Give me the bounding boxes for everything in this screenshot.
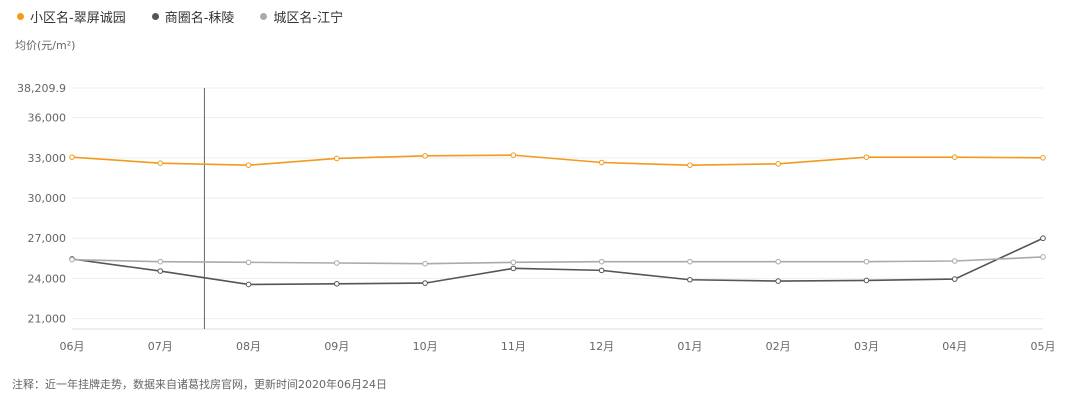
x-tick-label: 05月 (1031, 340, 1056, 353)
data-point (157, 268, 164, 274)
series-line-0 (71, 154, 1044, 166)
legend-item-district[interactable]: 城区名-江宁 (260, 7, 343, 26)
data-point (245, 281, 252, 288)
data-point (863, 277, 870, 284)
y-tick-label: 30,000 (28, 192, 67, 205)
x-tick-label: 08月 (236, 340, 261, 353)
series-line-2 (71, 256, 1044, 265)
data-point (863, 258, 870, 265)
y-tick-label: 33,000 (28, 152, 67, 165)
legend-dot-icon (17, 12, 24, 20)
data-point (1040, 155, 1046, 161)
legend-dot-icon (151, 12, 159, 20)
series-line-1 (71, 237, 1044, 286)
legend-label: 城区名-江宁 (273, 10, 344, 26)
data-point (951, 154, 958, 160)
data-point (334, 155, 340, 162)
footnote: 注释：近一年挂牌走势，数据来自诸葛找房官网，更新时间2020年06月24日 (12, 378, 387, 391)
y-tick-label: 38,209.9 (17, 82, 66, 95)
legend-dot-icon (260, 12, 268, 20)
data-point (687, 258, 693, 265)
y-tick-label: 21,000 (28, 313, 67, 326)
data-point (687, 162, 693, 168)
x-tick-label: 10月 (413, 340, 438, 353)
legend-item-community[interactable]: 小区名-翠屏诚园 (17, 7, 126, 26)
legend-label: 小区名-翠屏诚园 (30, 10, 126, 26)
data-point (951, 258, 958, 264)
data-point (334, 280, 340, 287)
y-tick-label: 24,000 (28, 272, 67, 285)
y-axis-unit-label: 均价(元/m²) (15, 39, 76, 52)
data-point (422, 260, 428, 267)
x-tick-label: 04月 (942, 340, 967, 353)
data-point (422, 153, 428, 159)
data-point (245, 162, 252, 168)
x-tick-label: 11月 (501, 340, 526, 353)
data-point (510, 152, 517, 158)
x-tick-label: 01月 (677, 340, 702, 353)
data-point (775, 161, 781, 167)
data-point (510, 265, 517, 272)
data-point (69, 256, 75, 263)
chart-legend: 小区名-翠屏诚园 商圈名-秣陵 城区名-江宁 (17, 6, 343, 26)
data-point (598, 267, 605, 274)
x-tick-label: 06月 (60, 340, 85, 353)
data-point (245, 259, 252, 266)
data-point (687, 276, 693, 283)
x-tick-label: 07月 (148, 340, 173, 353)
data-point (863, 154, 870, 160)
x-tick-label: 03月 (854, 340, 879, 353)
x-tick-label: 09月 (324, 340, 349, 353)
data-point (334, 260, 340, 266)
data-point (157, 258, 164, 265)
data-point (510, 259, 517, 266)
data-point (1040, 235, 1046, 242)
data-point (775, 278, 781, 284)
y-tick-label: 27,000 (28, 232, 67, 245)
legend-item-business-district[interactable]: 商圈名-秣陵 (151, 7, 235, 26)
data-point (598, 258, 605, 265)
x-tick-label: 02月 (766, 340, 791, 353)
data-point (775, 258, 781, 265)
data-point (157, 160, 164, 166)
data-point (69, 154, 75, 160)
data-point (422, 280, 428, 286)
y-tick-label: 36,000 (28, 112, 67, 125)
legend-label: 商圈名-秣陵 (164, 10, 235, 26)
data-point (951, 276, 958, 282)
data-point (598, 159, 605, 166)
x-tick-label: 12月 (589, 340, 614, 353)
data-point (1040, 254, 1046, 260)
